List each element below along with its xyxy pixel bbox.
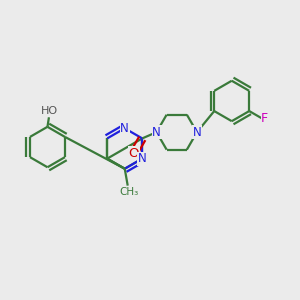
Text: HO: HO bbox=[40, 106, 58, 116]
Text: F: F bbox=[261, 112, 268, 125]
Text: N: N bbox=[120, 122, 129, 135]
Text: N: N bbox=[138, 152, 147, 165]
Text: CH₃: CH₃ bbox=[120, 187, 139, 197]
Text: N: N bbox=[193, 126, 201, 139]
Text: O: O bbox=[128, 147, 139, 160]
Text: N: N bbox=[152, 126, 161, 139]
